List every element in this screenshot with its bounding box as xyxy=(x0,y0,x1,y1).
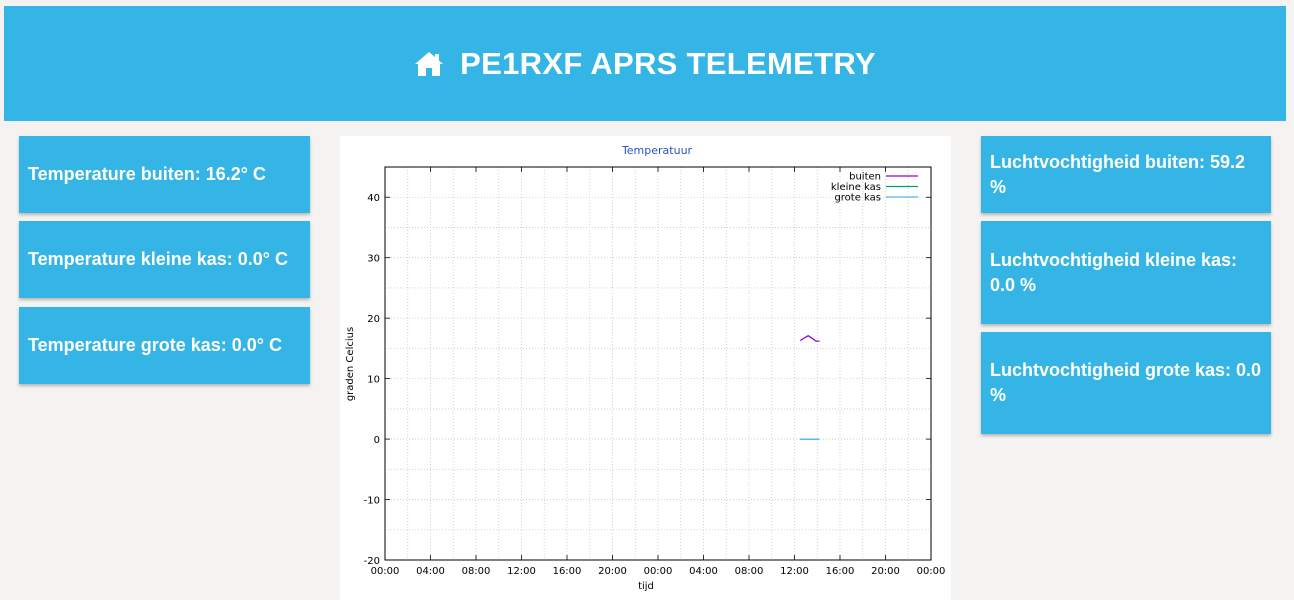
x-tick-label: 00:00 xyxy=(917,566,946,577)
x-tick-label: 16:00 xyxy=(826,566,855,577)
humidity-buiten-card: Luchtvochtigheid buiten: 59.2 % xyxy=(981,136,1271,213)
humidity-grote-kas-card: Luchtvochtigheid grote kas: 0.0 % xyxy=(981,332,1271,434)
x-tick-label: 04:00 xyxy=(689,566,718,577)
y-tick-label: 0 xyxy=(374,435,380,446)
x-tick-label: 00:00 xyxy=(371,566,400,577)
legend-label: grote kas xyxy=(834,193,881,204)
series-line-buiten xyxy=(799,334,820,342)
card-label: Luchtvochtigheid buiten: 59.2 % xyxy=(990,151,1246,197)
humidity-kleine-kas-card: Luchtvochtigheid kleine kas: 0.0 % xyxy=(981,221,1271,324)
y-axis-label: graden Celcius xyxy=(345,327,356,401)
y-tick-label: -10 xyxy=(364,496,380,507)
card-label: Temperature kleine kas: 0.0° C xyxy=(28,249,288,269)
legend-label: kleine kas xyxy=(831,182,881,193)
temperature-kleine-kas-card: Temperature kleine kas: 0.0° C xyxy=(19,221,310,298)
x-tick-label: 16:00 xyxy=(553,566,582,577)
card-label: Temperature buiten: 16.2° C xyxy=(28,164,266,184)
x-tick-label: 12:00 xyxy=(507,566,536,577)
temperature-chart: -20 -10 0 10 20 30 40 00:00 04:00 08:00 12:00 16:00… xyxy=(340,136,951,600)
y-tick-label: 40 xyxy=(367,193,380,204)
chart-svg: -20 -10 0 10 20 30 40 00:00 04:00 08:00 12:00 16:00… xyxy=(345,144,946,592)
x-tick-label: 04:00 xyxy=(416,566,445,577)
x-axis-label: tijd xyxy=(638,581,654,592)
x-tick-label: 20:00 xyxy=(871,566,900,577)
chart-title: Temperatuur xyxy=(621,144,693,157)
home-icon[interactable] xyxy=(414,51,444,77)
x-tick-label: 08:00 xyxy=(735,566,764,577)
temperature-grote-kas-card: Temperature grote kas: 0.0° C xyxy=(19,307,310,384)
page-title: PE1RXF APRS TELEMETRY xyxy=(460,45,876,81)
x-tick-label: 12:00 xyxy=(780,566,809,577)
card-label: Luchtvochtigheid grote kas: 0.0 % xyxy=(990,360,1262,405)
card-label: Luchtvochtigheid kleine kas: 0.0 % xyxy=(990,249,1238,295)
y-tick-label: 20 xyxy=(367,314,380,325)
y-tick-label: 10 xyxy=(367,375,380,386)
x-tick-label: 08:00 xyxy=(462,566,491,577)
x-tick-label: 00:00 xyxy=(644,566,673,577)
y-tick-label: -20 xyxy=(364,556,380,567)
temperature-buiten-card: Temperature buiten: 16.2° C xyxy=(19,136,310,213)
plot-border xyxy=(384,166,932,561)
header-banner: PE1RXF APRS TELEMETRY xyxy=(4,6,1286,121)
legend-label: buiten xyxy=(849,172,881,183)
x-tick-label: 20:00 xyxy=(598,566,627,577)
y-tick-label: 30 xyxy=(367,254,380,265)
card-label: Temperature grote kas: 0.0° C xyxy=(28,335,282,355)
